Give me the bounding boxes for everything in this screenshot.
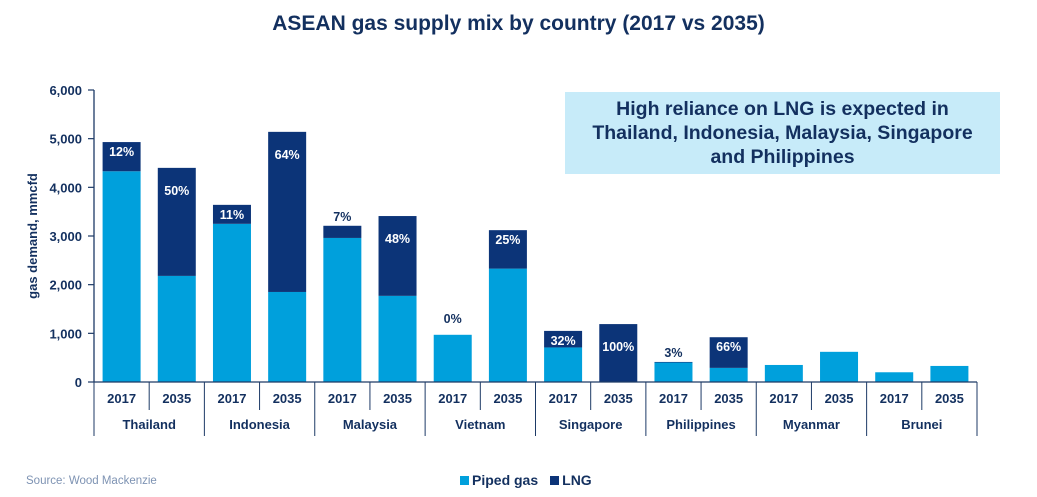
bar-lng	[212, 204, 251, 224]
x-axis: 2017 2035 2017 2035 2017 2035 2017 2035 2017 2035…	[93, 381, 978, 436]
y-tick-label: 4,000	[49, 180, 82, 195]
data-label: 50%	[164, 184, 189, 198]
bar-piped-gas	[544, 347, 583, 382]
bar-lng	[544, 330, 583, 348]
annotation-text: High reliance on LNG is expected in Thai…	[592, 98, 973, 168]
data-label: 11%	[220, 208, 244, 222]
legend: Piped gas LNG	[460, 472, 604, 488]
data-label: 12%	[109, 145, 134, 159]
chart-title: ASEAN gas supply mix by country (2017 vs…	[272, 12, 765, 35]
y-tick-label: 5,000	[49, 132, 82, 147]
x-tick-label: 2017	[328, 391, 357, 406]
bar-piped-gas	[709, 367, 748, 382]
x-tick-label: 2017	[438, 391, 467, 406]
bar-piped-gas	[323, 237, 362, 382]
data-label: 64%	[275, 148, 300, 162]
x-tick-label: 2017	[880, 391, 909, 406]
bar-lng	[599, 324, 638, 382]
legend-label-piped-gas: Piped gas	[472, 472, 539, 488]
legend-item-piped-gas: Piped gas	[460, 472, 538, 488]
x-tick-label: 2035	[162, 391, 191, 406]
data-labels: 12% 50% 11% 64% 7% 48% 0% 25% 32% 100% 3% 66%	[109, 145, 741, 360]
data-label: 0%	[444, 312, 462, 326]
x-group-label: Singapore	[559, 417, 623, 432]
bar-piped-gas	[875, 372, 914, 382]
bar-lng	[268, 131, 307, 292]
bar-piped-gas	[820, 351, 859, 382]
data-label: 3%	[664, 346, 682, 360]
data-label: 66%	[716, 340, 741, 354]
bars	[102, 131, 969, 382]
chart-plot: 0 1,000 2,000 3,000 4,000 5,000 6,000 12% 50% 11…	[25, 83, 978, 436]
legend-swatch-lng	[550, 475, 560, 485]
bar-piped-gas	[157, 275, 196, 382]
bar-piped-gas	[930, 365, 969, 382]
source-note: Source: Wood Mackenzie	[26, 475, 157, 487]
x-tick-label: 2035	[383, 391, 412, 406]
x-group-label: Vietnam	[455, 417, 505, 432]
y-tick-label: 0	[75, 375, 82, 390]
bar-piped-gas	[268, 291, 307, 382]
x-tick-label: 2017	[218, 391, 247, 406]
x-tick-label: 2017	[549, 391, 578, 406]
bar-piped-gas	[102, 171, 141, 382]
bar-lng	[709, 337, 748, 368]
x-tick-label: 2035	[604, 391, 633, 406]
x-tick-label: 2017	[769, 391, 798, 406]
bar-lng	[157, 167, 196, 276]
data-label: 7%	[333, 210, 351, 224]
x-tick-label: 2035	[273, 391, 302, 406]
x-group-label: Brunei	[901, 417, 942, 432]
bar-piped-gas	[212, 223, 251, 382]
x-tick-label: 2017	[107, 391, 136, 406]
x-group-label: Thailand	[122, 417, 176, 432]
bar-piped-gas	[654, 362, 693, 382]
data-label: 32%	[551, 334, 576, 348]
bar-piped-gas	[488, 268, 527, 382]
bar-lng	[323, 225, 362, 238]
legend-item-lng: LNG	[550, 472, 592, 488]
x-group-label: Philippines	[666, 417, 735, 432]
annotation-callout: High reliance on LNG is expected in Thai…	[565, 92, 1000, 174]
x-tick-label: 2035	[493, 391, 522, 406]
x-group-label: Myanmar	[783, 417, 840, 432]
x-group-label: Indonesia	[229, 417, 290, 432]
y-axis: 0 1,000 2,000 3,000 4,000 5,000 6,000	[49, 83, 95, 390]
bar-piped-gas	[378, 295, 417, 382]
legend-label-lng: LNG	[562, 472, 592, 488]
legend-swatch-piped-gas	[460, 475, 469, 485]
data-label: 25%	[495, 233, 520, 247]
bar-piped-gas	[433, 334, 472, 382]
x-tick-label: 2035	[935, 391, 964, 406]
x-tick-label: 2035	[714, 391, 743, 406]
data-label: 100%	[602, 340, 634, 354]
bar-lng	[378, 216, 417, 296]
y-tick-label: 6,000	[49, 83, 82, 98]
data-label: 48%	[385, 232, 410, 246]
x-group-label: Malaysia	[343, 417, 398, 432]
y-tick-label: 3,000	[49, 229, 82, 244]
y-axis-title: gas demand, mmcfd	[25, 173, 40, 299]
y-tick-label: 2,000	[49, 278, 82, 293]
y-tick-label: 1,000	[49, 326, 82, 341]
bar-lng	[102, 142, 141, 172]
x-tick-label: 2035	[825, 391, 854, 406]
bar-piped-gas	[764, 364, 803, 382]
x-tick-label: 2017	[659, 391, 688, 406]
bar-lng	[488, 230, 527, 269]
bar-lng	[654, 361, 693, 363]
